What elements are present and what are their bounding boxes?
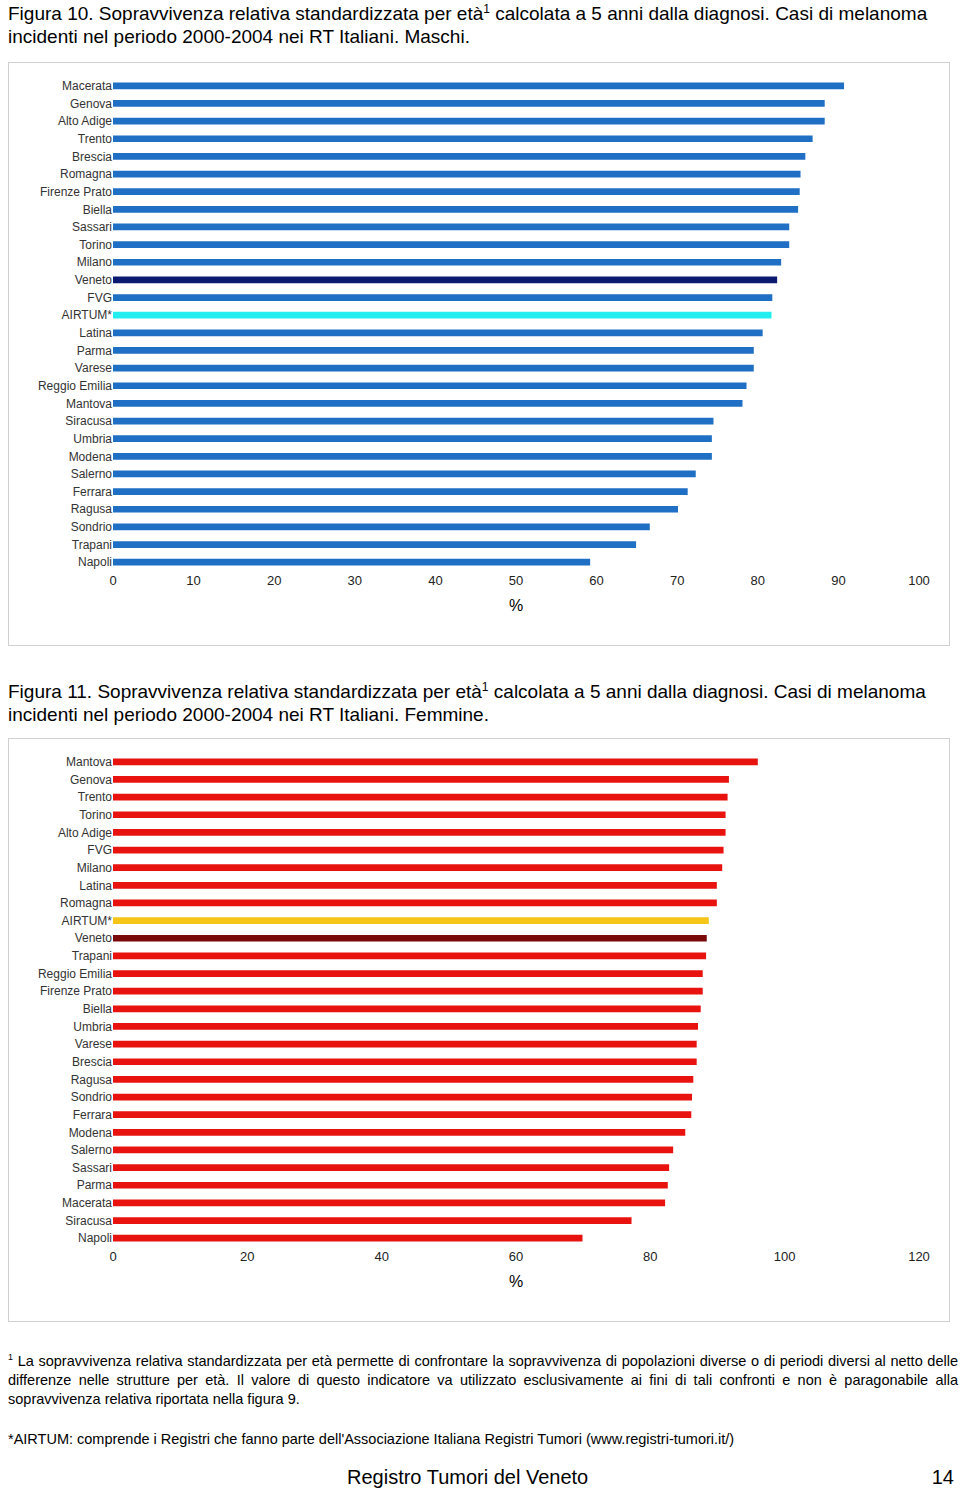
svg-text:Salerno: Salerno [71,1143,113,1157]
html-text:14: 14 [931,1466,954,1488]
svg-text:Siracusa: Siracusa [65,414,112,428]
svg-text:Salerno: Salerno [71,467,113,481]
svg-text:60: 60 [509,1249,523,1264]
svg-text:100: 100 [774,1249,796,1264]
svg-text:Siracusa: Siracusa [65,1214,112,1228]
svg-text:Brescia: Brescia [72,150,112,164]
svg-text:70: 70 [670,573,684,588]
svg-text:Romagna: Romagna [60,167,112,181]
svg-text:%: % [509,1273,523,1290]
svg-text:Trapani: Trapani [72,949,112,963]
svg-text:Ferrara: Ferrara [73,1108,113,1122]
svg-text:Reggio Emilia: Reggio Emilia [38,379,112,393]
svg-text:Milano: Milano [77,255,113,269]
svg-text:Napoli: Napoli [78,1231,112,1245]
svg-text:Reggio Emilia: Reggio Emilia [38,967,112,981]
svg-text:40: 40 [428,573,442,588]
svg-text:Veneto: Veneto [75,273,113,287]
svg-text:Macerata: Macerata [62,1196,112,1210]
svg-text:Mantova: Mantova [66,755,112,769]
svg-text:40: 40 [374,1249,388,1264]
html-text:Figura 11. Sopravvivenza relat: Figura 11. Sopravvivenza relativa standa… [8,679,926,725]
html-text:Figura 10. Sopravvivenza relat: Figura 10. Sopravvivenza relativa standa… [8,1,928,47]
svg-text:Alto Adige: Alto Adige [58,114,112,128]
svg-text:Ragusa: Ragusa [71,502,113,516]
svg-text:AIRTUM*: AIRTUM* [62,308,113,322]
svg-text:0: 0 [109,573,116,588]
svg-text:Torino: Torino [79,808,112,822]
svg-text:Modena: Modena [69,450,113,464]
svg-text:Trento: Trento [78,132,113,146]
svg-text:Biella: Biella [83,1002,113,1016]
svg-text:20: 20 [267,573,281,588]
svg-text:Ferrara: Ferrara [73,485,113,499]
svg-text:Firenze Prato: Firenze Prato [40,185,112,199]
svg-text:Parma: Parma [77,1178,113,1192]
svg-text:Ragusa: Ragusa [71,1073,113,1087]
svg-text:Trapani: Trapani [72,538,112,552]
svg-text:%: % [509,597,523,614]
svg-text:Biella: Biella [83,203,113,217]
svg-text:Varese: Varese [75,1037,112,1051]
svg-text:30: 30 [348,573,362,588]
svg-text:90: 90 [831,573,845,588]
svg-text:60: 60 [589,573,603,588]
svg-text:Varese: Varese [75,361,112,375]
svg-text:Umbria: Umbria [73,1020,112,1034]
svg-text:Milano: Milano [77,861,113,875]
svg-text:Macerata: Macerata [62,79,112,93]
svg-text:Trento: Trento [78,790,113,804]
svg-text:120: 120 [908,1249,930,1264]
svg-text:Napoli: Napoli [78,555,112,569]
svg-text:100: 100 [908,573,930,588]
svg-text:0: 0 [109,1249,116,1264]
svg-text:Sondrio: Sondrio [71,1090,113,1104]
svg-text:Latina: Latina [79,326,112,340]
svg-text:80: 80 [643,1249,657,1264]
svg-text:AIRTUM*: AIRTUM* [62,914,113,928]
svg-text:Alto Adige: Alto Adige [58,826,112,840]
svg-text:FVG: FVG [87,291,112,305]
html-text:Registro Tumori del Veneto: Registro Tumori del Veneto [347,1466,589,1488]
svg-text:Parma: Parma [77,344,113,358]
html-text:*AIRTUM: comprende i Registri: *AIRTUM: comprende i Registri che fanno … [8,1431,735,1447]
svg-text:FVG: FVG [87,843,112,857]
svg-text:Romagna: Romagna [60,896,112,910]
svg-text:Sondrio: Sondrio [71,520,113,534]
svg-text:Sassari: Sassari [72,220,112,234]
svg-text:Veneto: Veneto [75,931,113,945]
svg-text:Umbria: Umbria [73,432,112,446]
svg-text:Latina: Latina [79,879,112,893]
svg-text:80: 80 [751,573,765,588]
svg-text:Modena: Modena [69,1126,113,1140]
svg-text:Sassari: Sassari [72,1161,112,1175]
svg-text:Genova: Genova [70,97,112,111]
svg-text:20: 20 [240,1249,254,1264]
svg-text:Brescia: Brescia [72,1055,112,1069]
svg-text:Genova: Genova [70,773,112,787]
html-text:1La sopravvivenza relativa sta: 1La sopravvivenza relativa standardizzat… [8,1352,958,1407]
svg-text:Firenze Prato: Firenze Prato [40,984,112,998]
svg-text:Torino: Torino [79,238,112,252]
svg-text:Mantova: Mantova [66,397,112,411]
svg-text:50: 50 [509,573,523,588]
svg-text:10: 10 [186,573,200,588]
